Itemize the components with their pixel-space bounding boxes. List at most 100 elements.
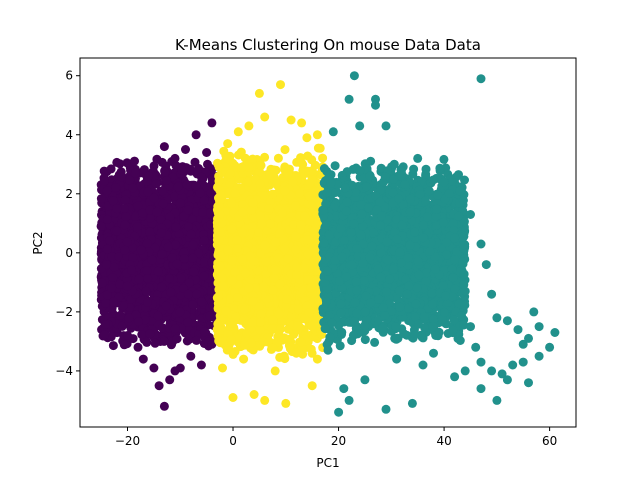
cluster-0-point [162,176,171,186]
cluster-0-point [102,214,112,224]
cluster-0-point [156,215,166,224]
cluster-0-outlier [159,401,169,411]
cluster-0-outlier [170,153,180,163]
cluster-0-point [188,253,198,263]
cluster-0-outlier [96,221,106,231]
cluster-0-outlier [191,130,201,140]
cluster-0-point [128,253,138,263]
cluster-0-point [142,238,152,248]
cluster-0-point [107,252,117,262]
cluster-0-point [167,253,177,263]
cluster-1-point [248,154,257,164]
cluster-1-point [247,317,257,327]
cluster-0-outlier [133,342,143,352]
cluster-0-point [125,175,135,185]
cluster-0-point [164,323,174,333]
cluster-0-point [197,172,206,182]
cluster-0-point [101,298,111,308]
cluster-1-point [256,161,266,170]
cluster-0-point [199,195,209,205]
cluster-0-point [96,194,106,204]
cluster-0-point [100,330,110,340]
cluster-0-point [172,334,182,344]
cluster-0-point [130,156,139,166]
cluster-1-point [228,349,238,359]
cluster-0-point [153,266,163,276]
cluster-0-point [108,196,118,206]
cluster-0-point [102,186,112,196]
cluster-0-point [145,213,155,223]
cluster-0-point [149,193,159,203]
cluster-1-point [213,319,223,329]
cluster-0-point [143,274,153,283]
cluster-0-point [120,245,130,255]
cluster-1-point [217,273,227,283]
cluster-0-point [142,266,152,276]
cluster-0-point [192,289,202,299]
cluster-0-point [111,183,121,192]
cluster-0-point [175,307,185,317]
chart-title: K-Means Clustering On mouse Data Data [175,36,481,54]
cluster-0-outlier [186,351,196,361]
cluster-0-point [172,259,182,269]
cluster-0-point [179,211,189,221]
cluster-0-point [188,240,198,250]
cluster-0-point [120,220,130,230]
cluster-0-point [183,317,193,327]
cluster-0-point [176,273,186,283]
cluster-0-point [127,265,136,275]
cluster-0-point [152,207,162,217]
cluster-0-point [184,278,194,288]
scatter-points [96,71,560,417]
cluster-0-point [151,179,161,189]
cluster-0-point [157,249,167,259]
cluster-0-point [197,297,207,307]
cluster-0-point [190,157,200,167]
cluster-0-outlier [159,142,169,152]
cluster-0-point [108,341,118,351]
cluster-0-point [106,164,116,174]
cluster-0-point [179,254,189,263]
cluster-0-point [115,279,125,289]
cluster-0-point [173,182,183,192]
cluster-0-point [170,324,180,334]
cluster-0-outlier [181,145,190,154]
cluster-0-point [200,327,210,337]
cluster-0-outlier [170,366,180,376]
cluster-0-point [102,290,112,300]
cluster-0-point [138,208,148,218]
cluster-0-point [189,267,199,277]
cluster-0-point [191,181,201,191]
cluster-0-outlier [107,283,117,293]
cluster-0-outlier [165,375,175,385]
cluster-0-point [145,205,155,215]
cluster-0-point [158,186,167,196]
cluster-1-point [268,285,278,295]
cluster-0-outlier [112,204,122,214]
cluster-0-point [180,261,190,271]
cluster-0-point [115,310,125,320]
cluster-0-point [117,321,127,331]
cluster-1-point [305,178,315,188]
cluster-0-point [137,330,147,340]
cluster-0-point [183,205,193,215]
cluster-0-point [97,278,107,288]
cluster-0-point [199,257,209,267]
cluster-0-point [119,204,129,213]
cluster-0-point [108,297,118,307]
cluster-1-point [318,153,328,163]
cluster-0-point [160,167,170,177]
cluster-0-point [109,262,119,272]
cluster-0-outlier [123,331,132,340]
cluster-0-point [183,289,193,299]
cluster-0-point [99,166,109,176]
cluster-0-point [165,212,175,222]
cluster-1-point [260,152,270,162]
cluster-0-outlier [196,360,206,370]
cluster-0-point [103,244,112,254]
cluster-0-point [119,340,129,350]
cluster-0-point [205,208,215,218]
cluster-1-point [242,328,252,338]
cluster-0-point [199,271,209,281]
cluster-0-point [100,320,110,329]
